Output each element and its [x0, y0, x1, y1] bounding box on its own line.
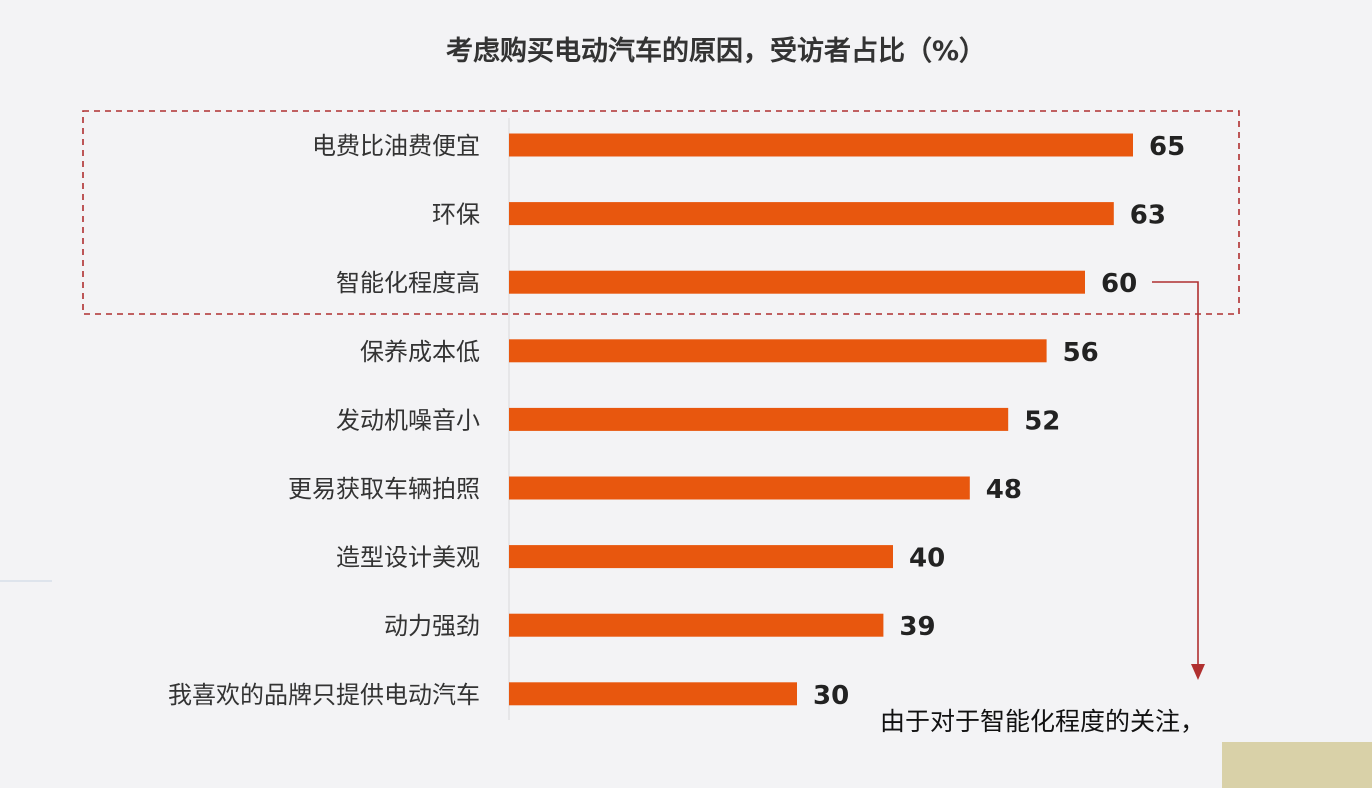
bar	[509, 339, 1047, 363]
category-label: 智能化程度高	[336, 269, 480, 297]
bar	[509, 545, 893, 569]
value-label: 65	[1149, 132, 1185, 162]
bar	[509, 613, 884, 637]
bar	[509, 202, 1114, 226]
category-label: 保养成本低	[360, 338, 480, 366]
value-label: 39	[899, 612, 935, 642]
highlight-box	[82, 110, 1240, 315]
value-label: 52	[1024, 406, 1060, 436]
category-label: 造型设计美观	[336, 544, 480, 572]
bar	[509, 133, 1133, 157]
chart-title: 考虑购买电动汽车的原因，受访者占比（%）	[446, 35, 986, 67]
annotation-text: 由于对于智能化程度的关注，	[880, 707, 1205, 736]
value-label: 56	[1063, 338, 1099, 368]
bar	[509, 682, 797, 706]
value-label: 60	[1101, 269, 1137, 299]
bar	[509, 407, 1009, 431]
arrowhead-icon	[1191, 664, 1205, 680]
watermark-block	[1222, 742, 1372, 788]
category-label: 我喜欢的品牌只提供电动汽车	[168, 681, 480, 709]
category-label: 动力强劲	[384, 612, 480, 640]
bar	[509, 270, 1085, 294]
value-label: 63	[1130, 201, 1166, 231]
value-label: 40	[909, 544, 945, 574]
category-label: 发动机噪音小	[336, 406, 480, 434]
annotation-arrow	[1152, 281, 1199, 664]
category-label: 更易获取车辆拍照	[288, 475, 480, 503]
bar	[509, 476, 970, 500]
value-label: 48	[986, 475, 1022, 505]
category-label: 环保	[432, 201, 480, 229]
value-label: 30	[813, 681, 849, 711]
bars-layer: 电费比油费便宜 65 环保 63 智能化程度高 60 保养成本低 56 发动机噪音小 52 更易获取…	[168, 132, 1185, 711]
category-label: 电费比油费便宜	[312, 132, 480, 160]
